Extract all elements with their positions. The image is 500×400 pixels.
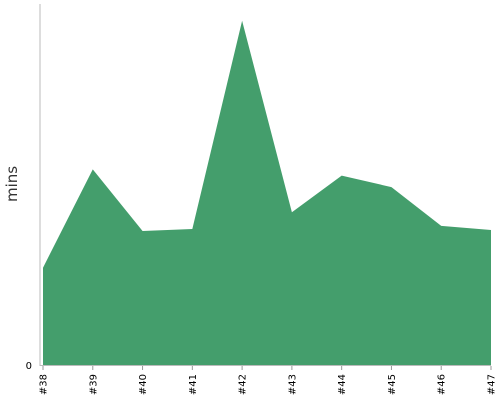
x-tick-label: #39 <box>88 374 99 395</box>
x-tick-label: #47 <box>487 374 498 395</box>
x-tick-label: #42 <box>238 374 249 395</box>
x-tick-label: #46 <box>437 374 448 395</box>
y-axis-title: mins <box>3 166 21 202</box>
x-tick-label: #40 <box>138 374 149 395</box>
x-tick-label: #38 <box>39 374 50 395</box>
y-tick-label: 0 <box>26 361 32 372</box>
x-tick-label: #44 <box>337 374 348 395</box>
x-tick-label: #41 <box>188 374 199 395</box>
x-tick-label: #43 <box>287 374 298 395</box>
x-tick-label: #45 <box>387 374 398 395</box>
area-series <box>43 20 491 366</box>
